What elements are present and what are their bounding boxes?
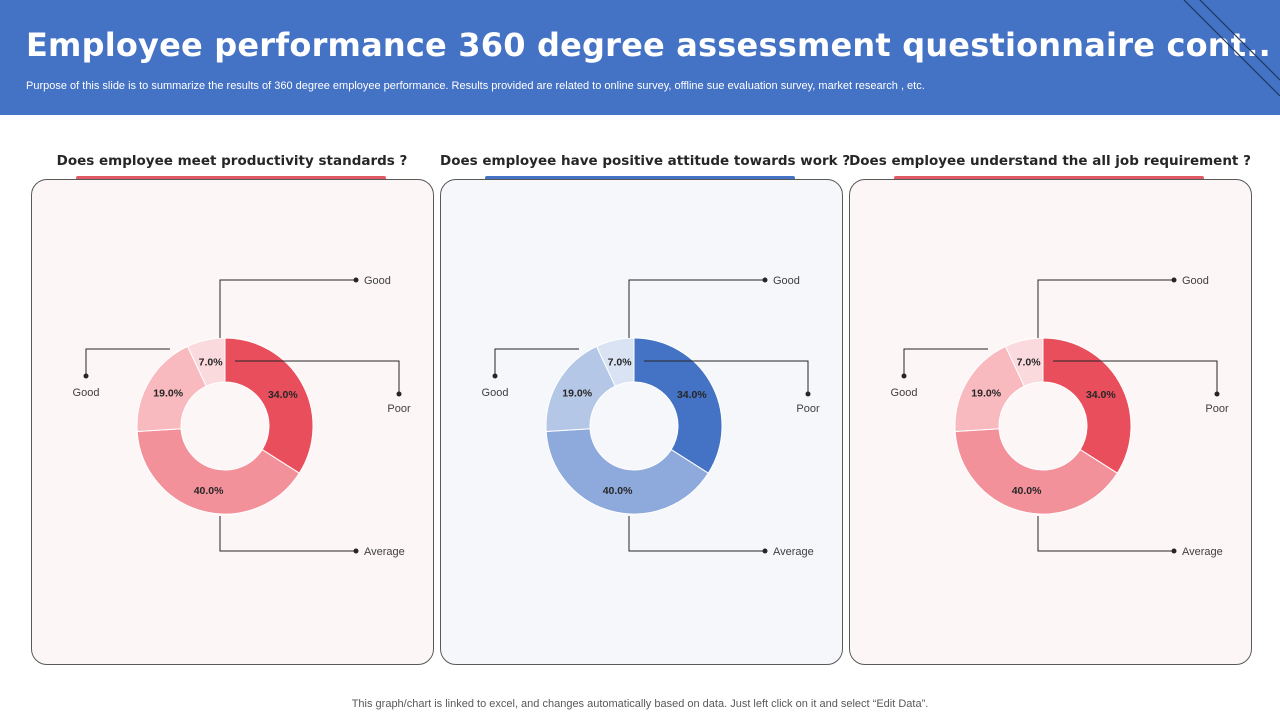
slice-value-label: 19.0% — [153, 387, 183, 399]
category-label: Good — [482, 387, 509, 399]
leader-dot — [396, 391, 402, 397]
leader-dot — [492, 373, 498, 379]
leader-line — [644, 360, 809, 394]
leader-line — [1053, 360, 1218, 394]
donut-chart-panel: Poor Average Good Good 34.0% 40.0% 19.0% 7.0% — [440, 179, 843, 665]
chart-question-title: Does employee meet productivity standard… — [56, 153, 408, 169]
donut-slice — [545, 428, 709, 515]
donut-slice — [136, 428, 300, 515]
category-label: Good — [891, 387, 918, 399]
category-label: Average — [773, 546, 814, 558]
page-title: Employee performance 360 degree assessme… — [26, 26, 1271, 64]
leader-line — [628, 279, 765, 338]
donut-chart: Poor Average Good Good 34.0% 40.0% 19.0% 7.0% — [482, 275, 820, 558]
leader-dot — [762, 548, 768, 554]
category-label: Average — [1182, 546, 1223, 558]
leader-line — [494, 348, 579, 376]
slice-value-label: 7.0% — [608, 357, 633, 369]
leader-dot — [353, 277, 359, 283]
category-label: Average — [364, 546, 405, 558]
leader-dot — [805, 391, 811, 397]
question-underline — [894, 176, 1204, 180]
header-banner: Employee performance 360 degree assessme… — [0, 0, 1280, 115]
question-underline — [76, 176, 386, 180]
footer-note: This graph/chart is linked to excel, and… — [351, 698, 929, 710]
chart-question-title: Does employee have positive attitude tow… — [440, 153, 851, 169]
leader-line — [85, 348, 170, 376]
leader-dot — [762, 277, 768, 283]
slice-value-label: 34.0% — [677, 389, 707, 401]
page-subtitle: Purpose of this slide is to summarize th… — [26, 80, 925, 92]
donut-slice — [954, 428, 1118, 515]
leader-line — [219, 279, 356, 338]
slice-value-label: 7.0% — [199, 357, 224, 369]
category-label: Good — [364, 275, 391, 287]
slice-value-label: 34.0% — [1086, 389, 1116, 401]
donut-slice — [1042, 337, 1132, 474]
leader-dot — [1214, 391, 1220, 397]
leader-dot — [353, 548, 359, 554]
donut-slice — [186, 337, 226, 387]
donut-chart: Poor Average Good Good 34.0% 40.0% 19.0% 7.0% — [73, 275, 411, 558]
leader-dot — [83, 373, 89, 379]
question-underline — [485, 176, 795, 180]
corner-decoration-lines — [1183, 0, 1280, 97]
donut-slice — [224, 337, 314, 474]
leader-line — [1037, 279, 1174, 338]
category-label: Good — [773, 275, 800, 287]
donut-chart: Poor Average Good Good 34.0% 40.0% 19.0% 7.0% — [891, 275, 1229, 558]
slice-value-label: 40.0% — [603, 485, 633, 497]
category-label: Poor — [796, 403, 820, 415]
leader-dot — [901, 373, 907, 379]
leader-line — [903, 348, 988, 376]
category-label: Good — [1182, 275, 1209, 287]
slice-value-label: 19.0% — [971, 387, 1001, 399]
chart-question-title: Does employee understand the all job req… — [849, 153, 1251, 169]
category-label: Poor — [1205, 403, 1229, 415]
slice-value-label: 40.0% — [194, 485, 224, 497]
category-label: Poor — [387, 403, 411, 415]
category-label: Good — [73, 387, 100, 399]
slice-value-label: 7.0% — [1017, 357, 1042, 369]
leader-dot — [1171, 548, 1177, 554]
slice-value-label: 19.0% — [562, 387, 592, 399]
slice-value-label: 40.0% — [1012, 485, 1042, 497]
leader-line — [1037, 516, 1174, 552]
slice-value-label: 34.0% — [268, 389, 298, 401]
donut-chart-panel: Poor Average Good Good 34.0% 40.0% 19.0% 7.0% — [31, 179, 434, 665]
donut-slice — [1004, 337, 1044, 387]
donut-slice — [633, 337, 723, 474]
donut-slice — [595, 337, 635, 387]
leader-line — [628, 516, 765, 552]
leader-line — [219, 516, 356, 552]
leader-dot — [1171, 277, 1177, 283]
leader-line — [235, 360, 400, 394]
donut-chart-panel: Poor Average Good Good 34.0% 40.0% 19.0% 7.0% — [849, 179, 1252, 665]
